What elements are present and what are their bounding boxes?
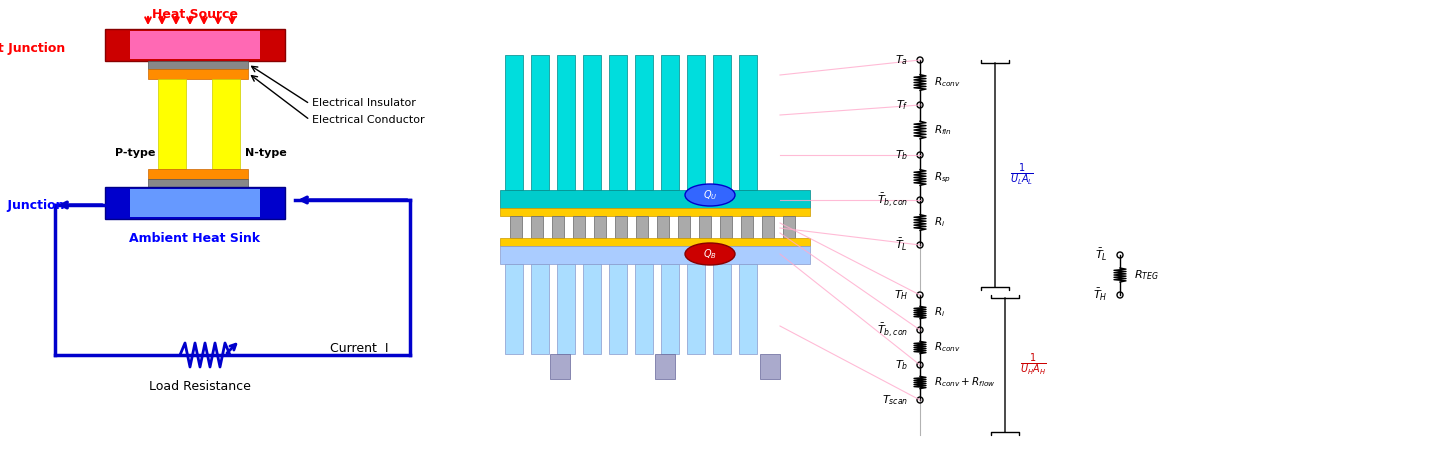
Bar <box>584 55 601 190</box>
Text: Heat Source: Heat Source <box>152 8 238 21</box>
Bar <box>500 208 810 216</box>
Bar <box>760 354 780 379</box>
Text: $R_{TEG}$: $R_{TEG}$ <box>1134 268 1159 282</box>
Text: N-type: N-type <box>245 148 287 158</box>
Bar <box>720 216 731 238</box>
Bar <box>212 79 239 169</box>
Text: $\bar{T}_L$: $\bar{T}_L$ <box>895 237 908 253</box>
Text: $T_b$: $T_b$ <box>895 148 908 162</box>
Bar <box>687 55 706 190</box>
Bar <box>531 264 549 354</box>
Bar <box>158 79 186 169</box>
Text: Hot Junction: Hot Junction <box>0 41 65 54</box>
Bar <box>105 187 285 219</box>
Text: $T_f$: $T_f$ <box>895 98 908 112</box>
Text: $R_{fin}$: $R_{fin}$ <box>934 123 952 137</box>
Bar <box>556 55 575 190</box>
Bar <box>657 216 670 238</box>
Bar <box>615 216 627 238</box>
Bar <box>594 216 607 238</box>
Bar <box>678 216 690 238</box>
Bar <box>130 31 260 59</box>
Text: Ambient Heat Sink: Ambient Heat Sink <box>129 232 261 245</box>
Bar <box>661 55 680 190</box>
Bar <box>556 264 575 354</box>
Text: Electrical Insulator: Electrical Insulator <box>313 98 416 108</box>
Text: P-type: P-type <box>115 148 155 158</box>
Bar <box>148 61 248 69</box>
Bar <box>609 55 627 190</box>
Bar <box>511 216 522 238</box>
Text: $\bar{T}_H$: $\bar{T}_H$ <box>1094 287 1108 303</box>
Bar <box>713 264 731 354</box>
Bar <box>713 55 731 190</box>
Bar <box>130 189 260 217</box>
Bar <box>635 264 652 354</box>
Text: $R_{conv} + R_{flow}$: $R_{conv} + R_{flow}$ <box>934 376 995 390</box>
Bar <box>531 55 549 190</box>
Bar <box>635 55 652 190</box>
Text: $\bar{T}_{b,con}$: $\bar{T}_{b,con}$ <box>876 191 908 209</box>
Text: $Q_U$: $Q_U$ <box>703 188 717 202</box>
Bar <box>500 246 810 264</box>
Bar <box>661 264 680 354</box>
Text: $\frac{1}{U_L A_L}$: $\frac{1}{U_L A_L}$ <box>1010 162 1034 188</box>
Text: $T_b$: $T_b$ <box>895 358 908 372</box>
Bar <box>761 216 774 238</box>
Bar <box>531 216 543 238</box>
Ellipse shape <box>685 184 736 206</box>
Text: $R_{conv}$: $R_{conv}$ <box>934 76 961 89</box>
Text: $\frac{1}{U_H A_H}$: $\frac{1}{U_H A_H}$ <box>1020 352 1047 378</box>
Bar <box>148 179 248 187</box>
Bar <box>637 216 648 238</box>
Bar <box>739 55 757 190</box>
Text: Electrical Conductor: Electrical Conductor <box>313 115 424 125</box>
Bar <box>500 238 810 246</box>
Text: $R_{sp}$: $R_{sp}$ <box>934 170 951 185</box>
Bar <box>739 264 757 354</box>
Text: $\bar{T}_{b,con}$: $\bar{T}_{b,con}$ <box>876 321 908 339</box>
Bar <box>698 216 711 238</box>
Bar <box>505 264 523 354</box>
Text: $T_{scan}$: $T_{scan}$ <box>882 393 908 407</box>
Text: $\bar{T}_L$: $\bar{T}_L$ <box>1096 247 1108 263</box>
Text: $T_H$: $T_H$ <box>893 288 908 302</box>
Bar <box>584 264 601 354</box>
Bar <box>148 69 248 79</box>
Bar <box>574 216 585 238</box>
Text: Load Resistance: Load Resistance <box>149 380 251 393</box>
Bar <box>105 29 285 61</box>
Bar <box>505 55 523 190</box>
Text: $Q_B$: $Q_B$ <box>703 247 717 261</box>
Bar <box>655 354 675 379</box>
Text: Cold  Junction: Cold Junction <box>0 199 65 212</box>
Text: $T_a$: $T_a$ <box>895 53 908 67</box>
Text: $R_i$: $R_i$ <box>934 306 945 319</box>
Text: $R_i$: $R_i$ <box>934 216 945 230</box>
Text: $R_{conv}$: $R_{conv}$ <box>934 341 961 355</box>
Bar <box>500 190 810 208</box>
Bar <box>552 216 564 238</box>
Ellipse shape <box>685 243 736 265</box>
Bar <box>783 216 794 238</box>
Bar <box>687 264 706 354</box>
Text: Current  I: Current I <box>330 342 389 355</box>
Bar <box>609 264 627 354</box>
Bar <box>741 216 753 238</box>
Bar <box>148 169 248 179</box>
Bar <box>551 354 569 379</box>
